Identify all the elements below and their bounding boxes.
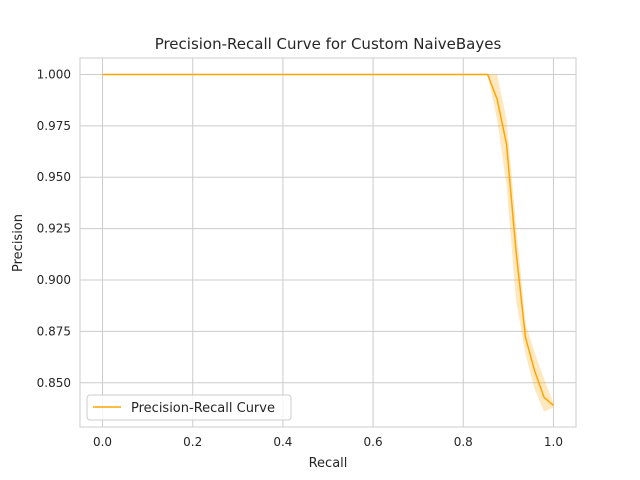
y-axis-title: Precision (11, 214, 26, 272)
y-tick-label: 0.950 (37, 170, 71, 184)
x-tick-labels: 0.0 0.2 0.4 0.6 0.8 1.0 (93, 435, 563, 449)
x-tick-label: 0.4 (273, 435, 292, 449)
grid (80, 58, 576, 427)
x-tick-label: 0.8 (454, 435, 473, 449)
x-tick-label: 0.6 (364, 435, 383, 449)
series-line-layer (102, 73, 554, 406)
y-tick-label: 0.875 (37, 324, 71, 338)
y-tick-label: 1.000 (37, 67, 71, 81)
legend-label-precision-recall: Precision-Recall Curve (131, 401, 275, 416)
y-tick-label: 0.900 (37, 273, 71, 287)
y-tick-label: 0.975 (37, 119, 71, 133)
x-tick-label: 1.0 (544, 435, 563, 449)
series-line-precision-recall (102, 73, 554, 406)
legend: Precision-Recall Curve (86, 394, 292, 421)
legend-box (86, 394, 292, 421)
x-tick-label: 0.2 (183, 435, 202, 449)
x-axis-title: Recall (309, 456, 348, 471)
y-tick-label: 0.850 (37, 376, 71, 390)
x-tick-label: 0.0 (93, 435, 112, 449)
chart-title: Precision-Recall Curve for Custom NaiveB… (155, 35, 502, 53)
y-tick-labels: 0.850 0.875 0.900 0.925 0.950 0.975 1.000 (37, 67, 71, 389)
y-tick-label: 0.925 (37, 222, 71, 236)
plot-area-frame (79, 57, 577, 428)
